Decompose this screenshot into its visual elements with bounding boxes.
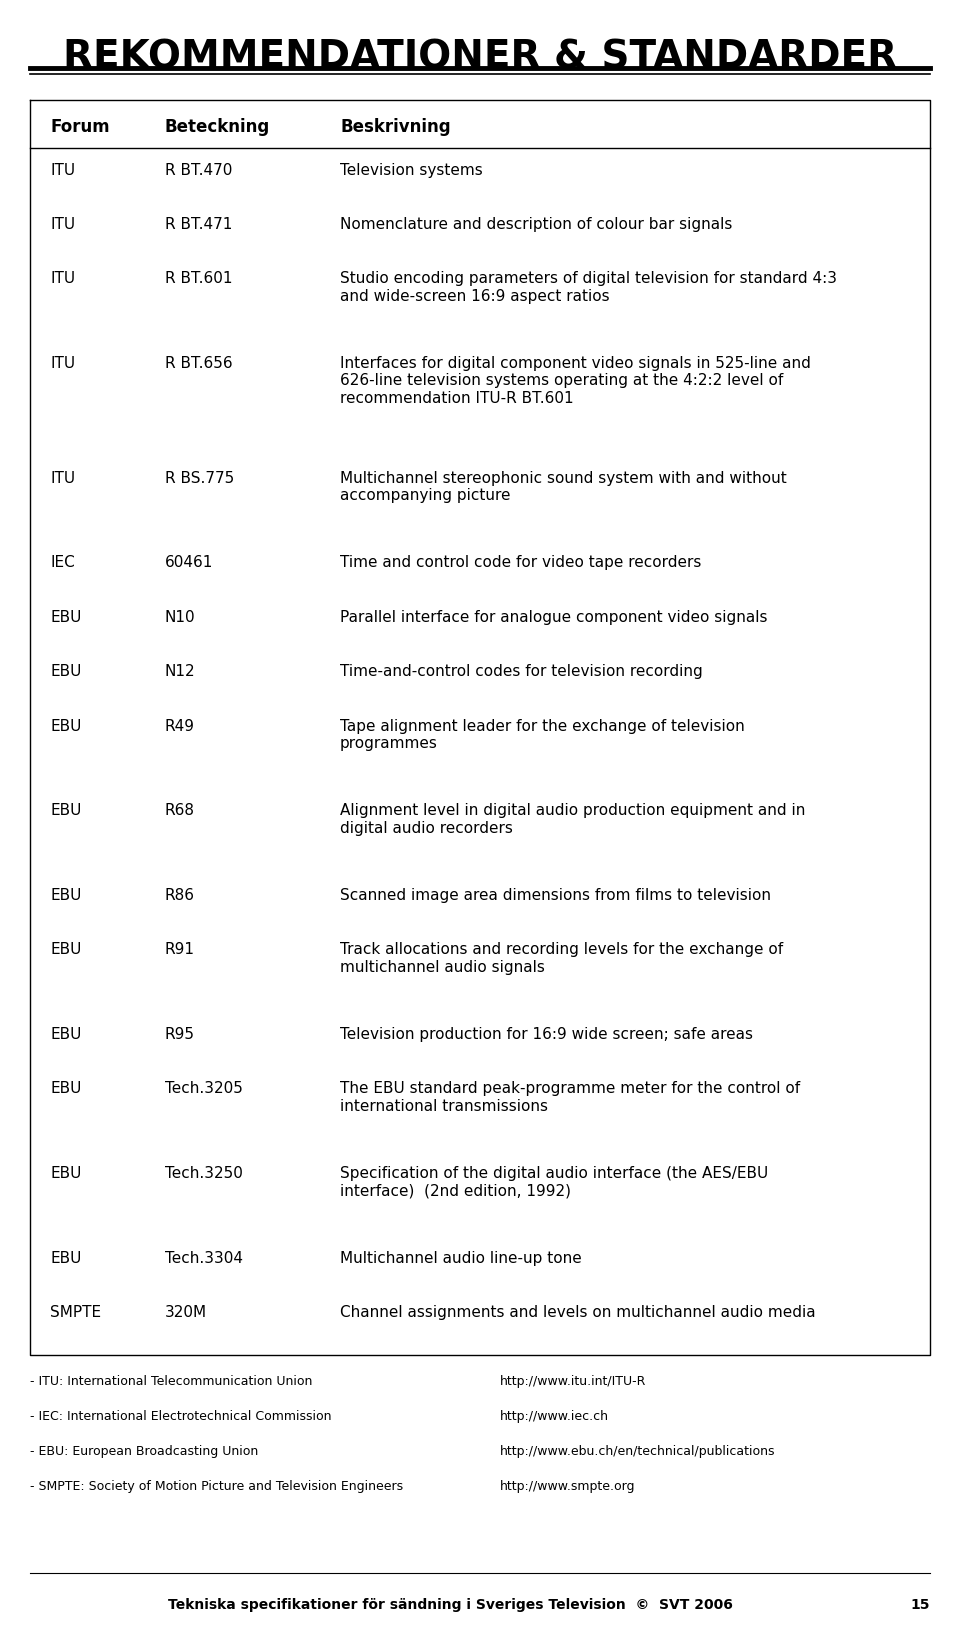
Text: Time-and-control codes for television recording: Time-and-control codes for television re… — [340, 665, 703, 679]
Text: Tech.3250: Tech.3250 — [165, 1166, 243, 1181]
Text: Multichannel stereophonic sound system with and without
accompanying picture: Multichannel stereophonic sound system w… — [340, 471, 787, 503]
Text: Television systems: Television systems — [340, 163, 483, 178]
Text: EBU: EBU — [50, 1251, 82, 1266]
Text: R BS.775: R BS.775 — [165, 471, 234, 485]
Text: Alignment level in digital audio production equipment and in
digital audio recor: Alignment level in digital audio product… — [340, 803, 805, 836]
Text: Studio encoding parameters of digital television for standard 4:3
and wide-scree: Studio encoding parameters of digital te… — [340, 272, 837, 303]
Text: EBU: EBU — [50, 1026, 82, 1043]
Text: R BT.471: R BT.471 — [165, 217, 232, 231]
Text: Track allocations and recording levels for the exchange of
multichannel audio si: Track allocations and recording levels f… — [340, 942, 783, 974]
Text: - EBU: European Broadcasting Union: - EBU: European Broadcasting Union — [30, 1445, 258, 1458]
Text: R68: R68 — [165, 803, 195, 818]
Text: EBU: EBU — [50, 1082, 82, 1096]
Text: EBU: EBU — [50, 718, 82, 733]
Text: Tech.3304: Tech.3304 — [165, 1251, 243, 1266]
Text: Nomenclature and description of colour bar signals: Nomenclature and description of colour b… — [340, 217, 732, 231]
Text: - IEC: International Electrotechnical Commission: - IEC: International Electrotechnical Co… — [30, 1411, 331, 1424]
Text: Television production for 16:9 wide screen; safe areas: Television production for 16:9 wide scre… — [340, 1026, 753, 1043]
Text: R BT.470: R BT.470 — [165, 163, 232, 178]
Text: Tape alignment leader for the exchange of television
programmes: Tape alignment leader for the exchange o… — [340, 718, 745, 751]
Text: Scanned image area dimensions from films to television: Scanned image area dimensions from films… — [340, 888, 771, 902]
Text: ITU: ITU — [50, 217, 75, 231]
Text: EBU: EBU — [50, 888, 82, 902]
Text: http://www.iec.ch: http://www.iec.ch — [500, 1411, 609, 1424]
Text: ITU: ITU — [50, 163, 75, 178]
Text: REKOMMENDATIONER & STANDARDER: REKOMMENDATIONER & STANDARDER — [63, 37, 897, 77]
Text: Beskrivning: Beskrivning — [340, 117, 450, 135]
Text: Multichannel audio line-up tone: Multichannel audio line-up tone — [340, 1251, 582, 1266]
Text: N12: N12 — [165, 665, 196, 679]
Text: http://www.smpte.org: http://www.smpte.org — [500, 1481, 636, 1494]
Text: Beteckning: Beteckning — [165, 117, 271, 135]
Text: EBU: EBU — [50, 609, 82, 626]
Text: Tekniska specifikationer för sändning i Sveriges Television  ©  SVT 2006: Tekniska specifikationer för sändning i … — [168, 1598, 732, 1613]
Text: 320M: 320M — [165, 1305, 207, 1319]
Text: Time and control code for video tape recorders: Time and control code for video tape rec… — [340, 555, 702, 570]
Text: R91: R91 — [165, 942, 195, 958]
Text: - ITU: International Telecommunication Union: - ITU: International Telecommunication U… — [30, 1375, 312, 1388]
Text: http://www.ebu.ch/en/technical/publications: http://www.ebu.ch/en/technical/publicati… — [500, 1445, 776, 1458]
Text: N10: N10 — [165, 609, 196, 626]
Text: R86: R86 — [165, 888, 195, 902]
Text: Parallel interface for analogue component video signals: Parallel interface for analogue componen… — [340, 609, 767, 626]
Text: R95: R95 — [165, 1026, 195, 1043]
Text: ITU: ITU — [50, 471, 75, 485]
Text: EBU: EBU — [50, 942, 82, 958]
Text: R BT.601: R BT.601 — [165, 272, 232, 287]
Text: Interfaces for digital component video signals in 525-line and
626-line televisi: Interfaces for digital component video s… — [340, 357, 811, 406]
Text: SMPTE: SMPTE — [50, 1305, 101, 1319]
Text: - SMPTE: Society of Motion Picture and Television Engineers: - SMPTE: Society of Motion Picture and T… — [30, 1481, 403, 1494]
Text: Tech.3205: Tech.3205 — [165, 1082, 243, 1096]
Text: ITU: ITU — [50, 357, 75, 371]
Text: EBU: EBU — [50, 803, 82, 818]
Text: The EBU standard peak-programme meter for the control of
international transmiss: The EBU standard peak-programme meter fo… — [340, 1082, 800, 1114]
Text: IEC: IEC — [50, 555, 75, 570]
Text: R BT.656: R BT.656 — [165, 357, 232, 371]
Text: Forum: Forum — [50, 117, 109, 135]
Text: http://www.itu.int/ITU-R: http://www.itu.int/ITU-R — [500, 1375, 646, 1388]
Text: ITU: ITU — [50, 272, 75, 287]
Text: 60461: 60461 — [165, 555, 213, 570]
Text: 15: 15 — [910, 1598, 930, 1613]
Text: EBU: EBU — [50, 1166, 82, 1181]
Text: R49: R49 — [165, 718, 195, 733]
Text: Channel assignments and levels on multichannel audio media: Channel assignments and levels on multic… — [340, 1305, 816, 1319]
Text: Specification of the digital audio interface (the AES/EBU
interface)  (2nd editi: Specification of the digital audio inter… — [340, 1166, 768, 1199]
Text: EBU: EBU — [50, 665, 82, 679]
